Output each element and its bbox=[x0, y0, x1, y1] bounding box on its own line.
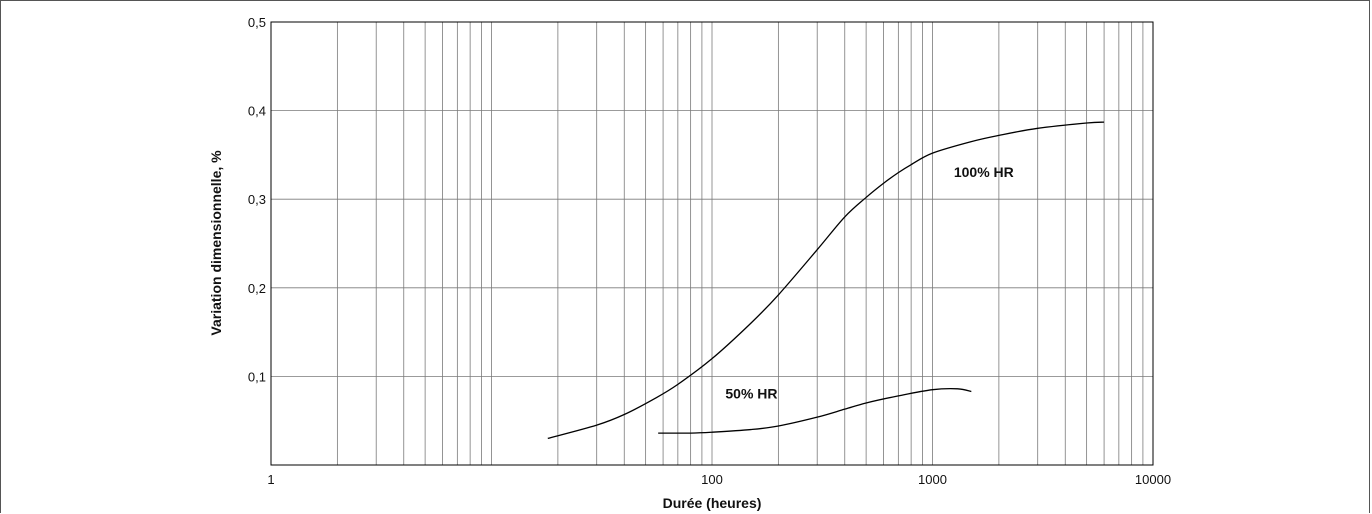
y-tick-label: 0,3 bbox=[248, 192, 266, 207]
series-label-100-hr: 100% HR bbox=[954, 164, 1014, 180]
y-axis-title: Variation dimensionnelle, % bbox=[208, 150, 224, 336]
plot-area-border bbox=[270, 21, 1154, 466]
y-tick-label: 0,5 bbox=[248, 15, 266, 30]
x-tick-label: 100 bbox=[701, 472, 723, 487]
grid-lines bbox=[271, 22, 1153, 465]
y-tick-label: 0,4 bbox=[248, 104, 266, 119]
x-axis-ticks: 1 100 1000 10000 bbox=[267, 472, 1171, 487]
series-labels: 100% HR 50% HR bbox=[725, 164, 1013, 401]
series-lines bbox=[547, 121, 1105, 440]
x-axis-title: Durée (heures) bbox=[663, 495, 762, 511]
x-tick-label: 1000 bbox=[918, 472, 947, 487]
x-tick-label: 1 bbox=[267, 472, 274, 487]
y-tick-label: 0,1 bbox=[248, 369, 266, 384]
y-tick-label: 0,2 bbox=[248, 281, 266, 296]
y-axis-ticks: 0,1 0,2 0,3 0,4 0,5 bbox=[248, 15, 266, 384]
series-line-50-hr bbox=[658, 387, 972, 434]
x-tick-label: 10000 bbox=[1135, 472, 1171, 487]
series-line-100-hr bbox=[547, 121, 1105, 440]
series-label-50-hr: 50% HR bbox=[725, 386, 777, 402]
